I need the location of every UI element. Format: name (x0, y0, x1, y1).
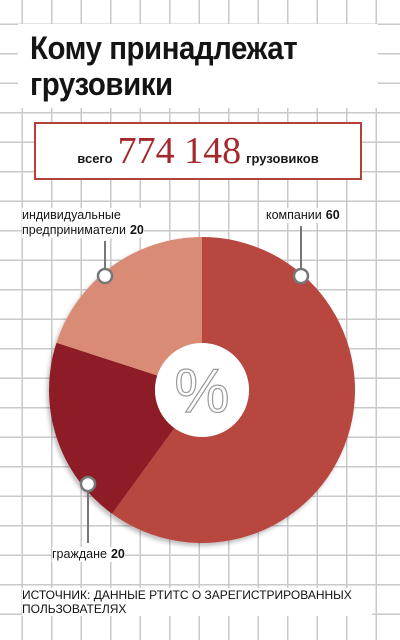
total-prefix: всего (77, 151, 113, 166)
label-individual-line-1: индивидуальные (22, 208, 121, 222)
total-box: всего 774 148 грузовиков (34, 122, 362, 180)
slice-citizens (48, 342, 175, 514)
percent-symbol: % (174, 357, 229, 426)
label-individual: индивидуальные предприниматели 20 (22, 208, 144, 238)
label-company-text: компании (266, 208, 322, 222)
total-suffix: грузовиков (246, 151, 319, 166)
label-citizens-text: граждане (52, 547, 107, 561)
label-individual-value: 20 (129, 223, 144, 237)
label-citizens-value: 20 (110, 547, 125, 561)
label-company: компании 60 (266, 208, 340, 223)
total-value: 774 148 (117, 130, 242, 172)
slice-company (112, 237, 355, 543)
source-note: ИСТОЧНИК: ДАННЫЕ РТИТС О ЗАРЕГИСТРИРОВАН… (22, 588, 372, 616)
label-citizens: граждане 20 (52, 547, 125, 562)
marker-individual (96, 267, 114, 285)
marker-citizens (79, 475, 97, 493)
slice-individual (56, 237, 202, 376)
marker-company (292, 267, 310, 285)
chart-title: Кому принадлежат грузовики (30, 30, 298, 102)
chart-title-line-2: грузовики (30, 66, 173, 102)
label-individual-line-2: предприниматели (22, 223, 126, 237)
label-company-value: 60 (325, 208, 340, 222)
title-box: Кому принадлежат грузовики (18, 24, 378, 108)
donut-hole (155, 343, 249, 437)
chart-title-line-1: Кому принадлежат (30, 30, 298, 66)
